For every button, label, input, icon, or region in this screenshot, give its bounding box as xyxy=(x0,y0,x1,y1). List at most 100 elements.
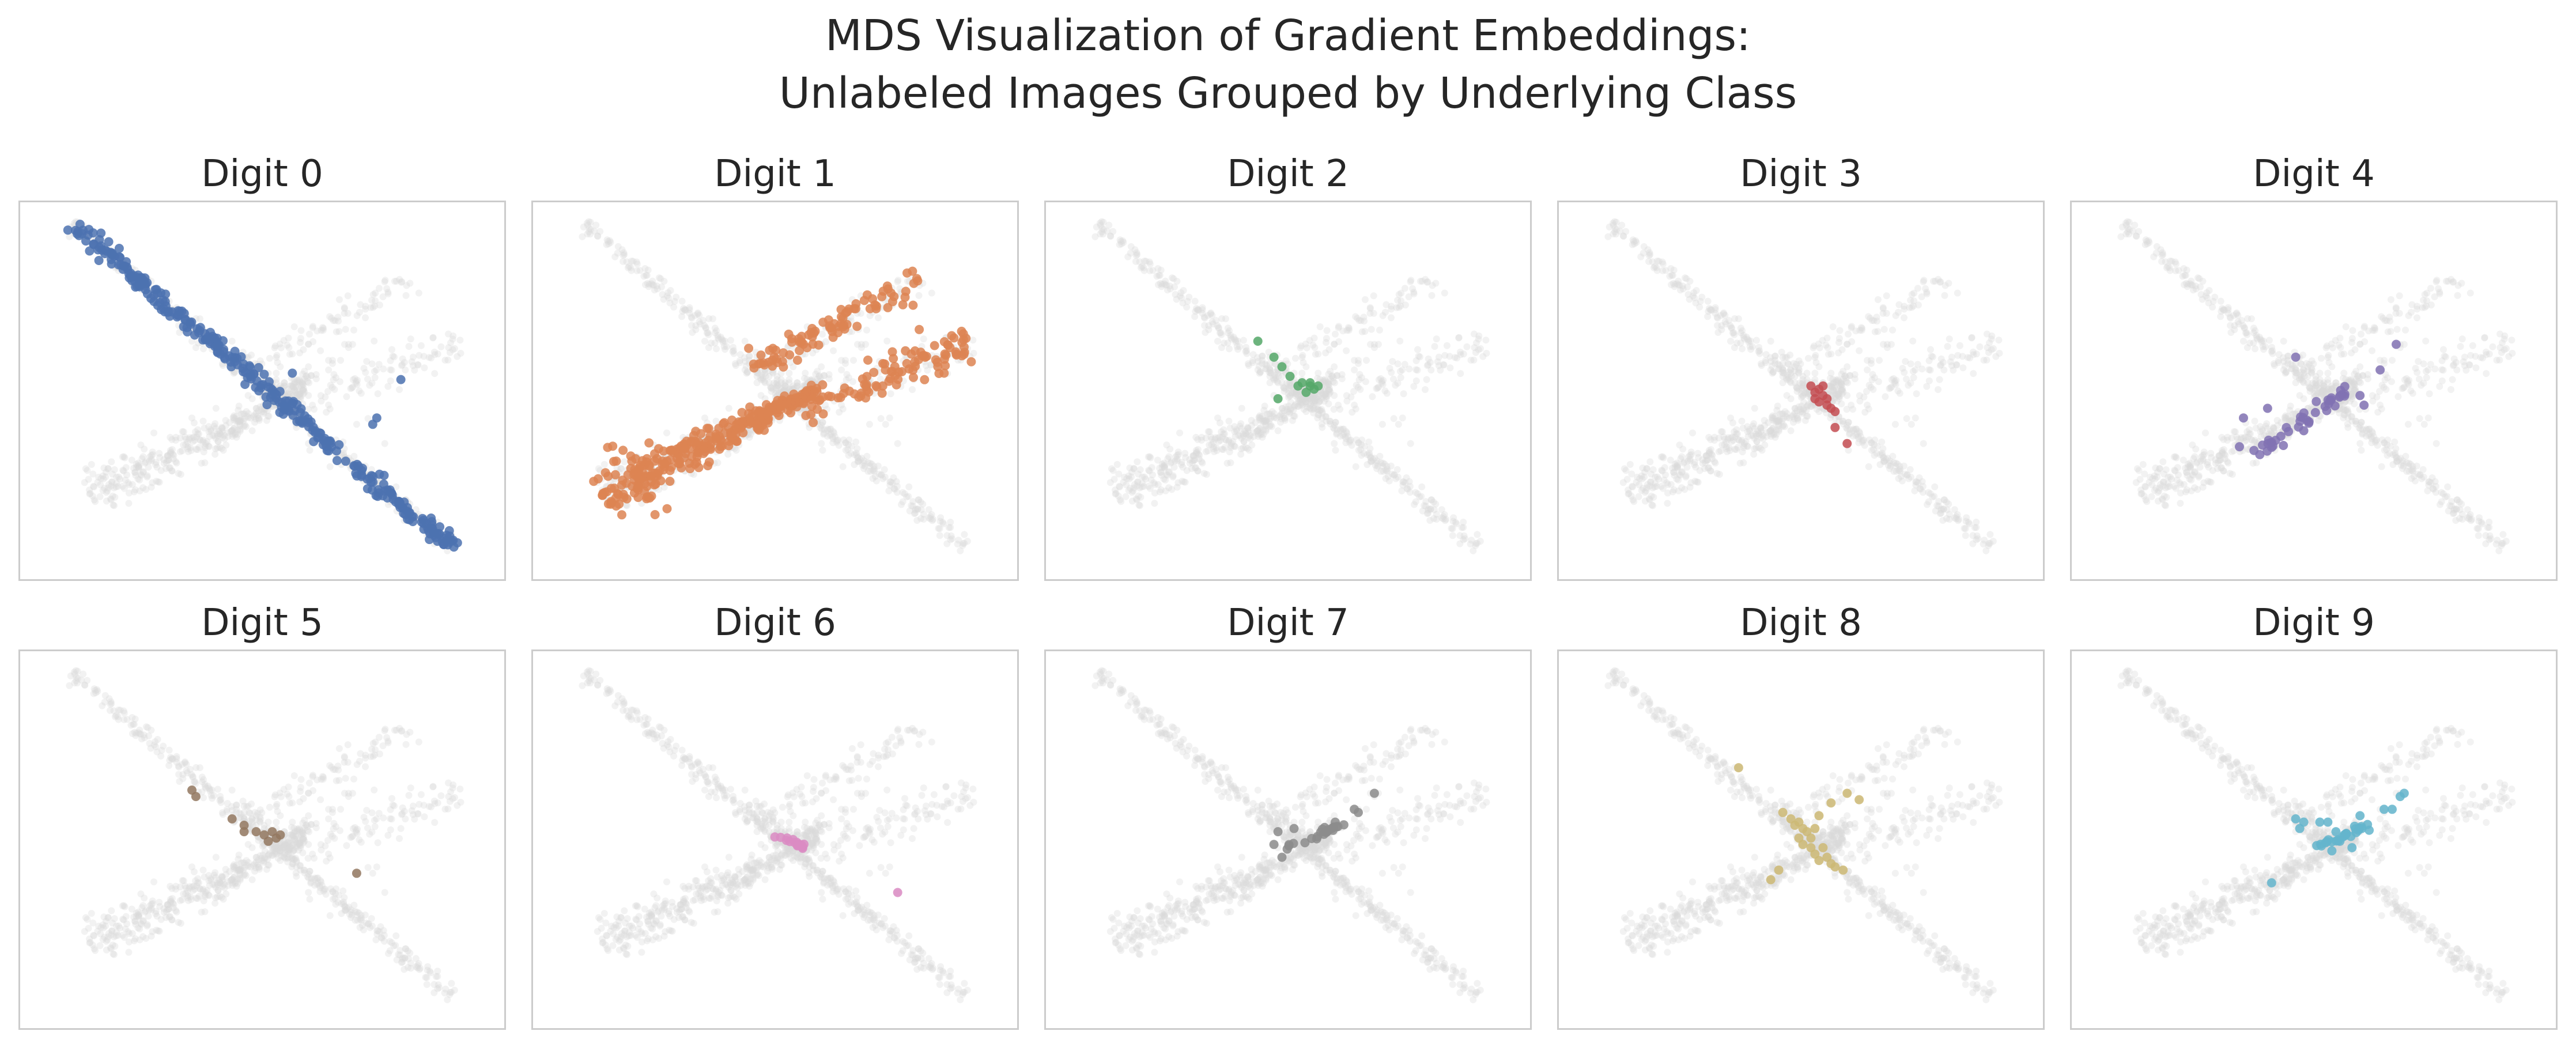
background-point xyxy=(1237,451,1245,458)
background-point xyxy=(1192,308,1199,315)
background-point xyxy=(1298,354,1306,361)
background-point xyxy=(1740,440,1748,447)
data-point xyxy=(614,499,624,509)
background-point xyxy=(1130,465,1138,473)
background-point xyxy=(717,334,724,341)
background-point xyxy=(295,376,303,383)
data-point xyxy=(802,387,811,397)
background-point xyxy=(1720,433,1728,441)
data-point xyxy=(930,341,939,350)
background-point xyxy=(1132,258,1139,265)
background-point xyxy=(1318,420,1325,428)
background-point xyxy=(1752,431,1759,438)
background-point xyxy=(1929,493,1936,501)
background-point xyxy=(1856,429,1864,437)
background-point xyxy=(311,406,318,413)
data-point xyxy=(439,539,448,549)
background-point xyxy=(686,309,693,317)
background-point xyxy=(1117,237,1125,245)
background-point xyxy=(202,440,209,447)
background-point xyxy=(1951,514,1959,522)
background-point xyxy=(312,371,320,378)
background-point xyxy=(186,434,194,441)
panel-title: Digit 3 xyxy=(1740,153,1862,195)
background-point xyxy=(145,463,152,471)
background-point xyxy=(1257,415,1264,422)
background-point xyxy=(1784,414,1791,421)
background-point xyxy=(86,490,93,498)
background-point xyxy=(1801,390,1808,397)
background-point xyxy=(369,291,377,298)
background-point xyxy=(1755,343,1763,351)
background-point xyxy=(844,445,852,453)
background-point xyxy=(344,309,352,317)
background-point xyxy=(1775,426,1782,433)
background-point xyxy=(263,417,270,424)
background-point xyxy=(1346,437,1354,444)
background-point xyxy=(211,432,218,440)
background-point xyxy=(194,446,201,453)
background-point xyxy=(1357,317,1365,324)
background-point xyxy=(1936,510,1944,518)
background-point xyxy=(1460,524,1467,531)
background-point xyxy=(1762,357,1769,364)
background-point xyxy=(820,431,828,438)
data-point xyxy=(940,361,950,371)
background-point xyxy=(341,304,348,311)
background-point xyxy=(1288,390,1295,397)
background-point xyxy=(688,315,696,322)
background-point xyxy=(1829,386,1837,394)
background-point xyxy=(1635,493,1642,500)
background-point xyxy=(1684,283,1691,290)
background-point xyxy=(1799,382,1807,390)
background-point xyxy=(1344,433,1351,440)
background-point xyxy=(1331,379,1338,387)
background-point xyxy=(1274,379,1282,387)
background-point xyxy=(1910,374,1917,382)
background-point xyxy=(296,380,303,387)
background-point xyxy=(853,450,860,457)
background-point xyxy=(842,439,849,447)
background-point xyxy=(629,258,637,265)
background-point xyxy=(1140,473,1148,481)
background-point xyxy=(1793,384,1801,392)
background-point xyxy=(1671,460,1679,468)
background-point xyxy=(1358,441,1365,448)
background-point xyxy=(90,496,98,504)
background-point xyxy=(1918,478,1926,485)
background-point xyxy=(817,424,824,432)
background-point xyxy=(411,367,418,374)
data-point xyxy=(920,375,930,384)
data-point xyxy=(1277,362,1287,372)
background-point xyxy=(1791,410,1799,417)
data-point xyxy=(818,409,828,419)
background-point xyxy=(1297,342,1305,350)
data-point xyxy=(851,304,860,314)
background-point xyxy=(1985,540,1993,547)
background-point xyxy=(688,322,696,329)
background-point xyxy=(605,240,613,248)
background-point xyxy=(1352,405,1359,413)
background-point xyxy=(642,271,649,279)
background-point xyxy=(1625,486,1632,494)
background-point xyxy=(228,427,235,435)
background-point xyxy=(1844,341,1851,348)
background-point xyxy=(584,221,591,229)
background-point xyxy=(1430,506,1438,513)
background-point xyxy=(1874,318,1881,325)
background-point xyxy=(1706,305,1713,312)
background-point xyxy=(305,341,312,348)
background-point xyxy=(231,415,239,422)
background-point xyxy=(1356,371,1363,378)
background-point xyxy=(1276,413,1283,420)
background-point xyxy=(1779,373,1786,380)
background-point xyxy=(1830,387,1838,395)
data-point xyxy=(126,272,136,282)
data-point xyxy=(694,446,704,456)
background-point xyxy=(1440,361,1447,368)
background-point xyxy=(1842,424,1850,432)
plot-frame xyxy=(18,201,506,581)
data-point xyxy=(608,441,618,451)
data-point xyxy=(322,441,331,451)
background-point xyxy=(169,455,177,463)
